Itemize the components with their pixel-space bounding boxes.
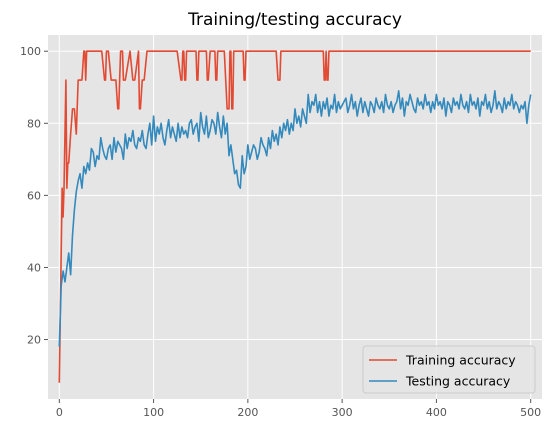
chart-title: Training/testing accuracy [187, 10, 402, 30]
series-line-training-accuracy [58, 50, 531, 383]
x-tick-label: 0 [56, 406, 63, 419]
x-tick-label: 300 [332, 406, 353, 419]
legend-box [362, 345, 536, 394]
y-tick-label: 100 [20, 45, 41, 58]
x-tick-label: 100 [143, 406, 164, 419]
tick-layer: 0 100 200 300 400 500 20 40 60 80 100 [20, 45, 541, 419]
x-tick-label: 200 [237, 406, 258, 419]
series-layer [58, 50, 532, 383]
y-tick-label: 80 [27, 117, 41, 130]
x-tick-label: 500 [520, 406, 541, 419]
legend-label-testing-accuracy: Testing accuracy [405, 374, 511, 389]
y-tick-label: 60 [27, 189, 41, 202]
x-tick-label: 400 [426, 406, 447, 419]
series-line-testing-accuracy [58, 90, 532, 347]
y-tick-label: 20 [27, 334, 41, 347]
legend: Training accuracy Testing accuracy [362, 345, 536, 394]
y-tick-label: 40 [27, 261, 41, 274]
plot-background [48, 35, 542, 399]
legend-label-training-accuracy: Training accuracy [405, 353, 516, 368]
